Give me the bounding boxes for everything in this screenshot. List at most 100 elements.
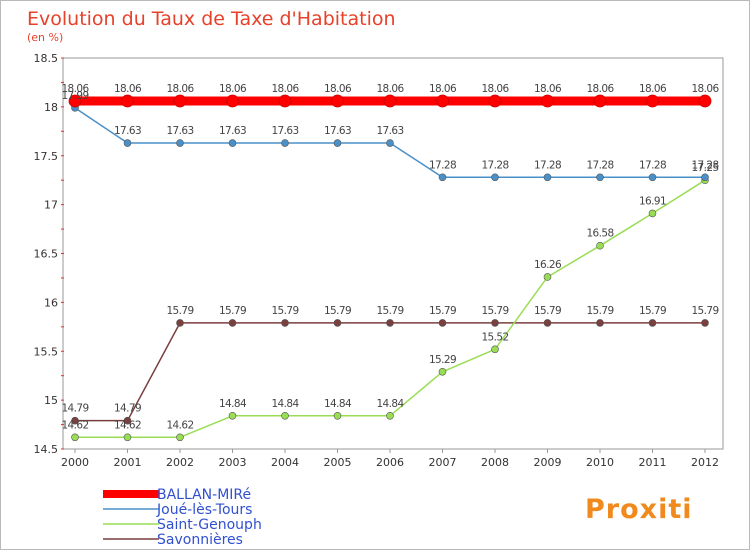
data-label: 15.52 <box>481 331 508 343</box>
data-point <box>278 94 292 108</box>
y-tick-label: 16 <box>44 296 58 309</box>
x-tick-label: 2001 <box>114 456 142 469</box>
data-point <box>333 319 342 327</box>
data-point <box>176 139 184 147</box>
y-tick-label: 15 <box>44 394 58 407</box>
data-label: 18.06 <box>691 83 719 95</box>
data-label: 17.28 <box>429 159 456 171</box>
x-tick-label: 2005 <box>324 456 352 469</box>
data-point <box>176 433 184 442</box>
data-point <box>436 94 449 108</box>
data-point <box>281 411 289 420</box>
data-point <box>648 319 657 327</box>
data-label: 14.84 <box>376 398 404 410</box>
data-point <box>543 319 552 327</box>
data-point <box>646 94 659 108</box>
legend-label: Saint-Genouph <box>157 517 262 533</box>
x-tick-label: 2004 <box>271 456 299 469</box>
data-label: 18.06 <box>166 83 194 95</box>
x-tick-label: 2000 <box>61 456 89 469</box>
data-point <box>228 319 237 327</box>
series-0 <box>68 94 712 108</box>
data-point <box>491 173 499 182</box>
x-tick-label: 2012 <box>691 456 719 469</box>
data-label: 17.25 <box>691 162 718 174</box>
legend-label: Savonnières <box>157 532 243 548</box>
data-label: 14.62 <box>61 419 88 431</box>
data-label: 15.79 <box>481 305 508 317</box>
data-point <box>281 319 289 327</box>
data-label: 17.63 <box>114 125 141 137</box>
data-label: 17.99 <box>61 90 88 102</box>
data-label: 17.63 <box>376 125 403 137</box>
labels-3: 14.79 14.79 15.79 15.79 15.79 15.79 15.79 15.79… <box>61 305 719 415</box>
data-label: 18.06 <box>219 83 247 95</box>
x-tick-label: 2007 <box>429 456 457 469</box>
x-tick-label: 2011 <box>639 456 667 469</box>
data-label: 17.28 <box>639 159 666 171</box>
data-label: 14.62 <box>114 419 141 431</box>
data-label: 18.06 <box>61 83 89 95</box>
data-label: 16.58 <box>586 228 613 240</box>
data-point <box>596 173 604 182</box>
data-label: 17.63 <box>324 125 351 137</box>
data-point <box>226 94 239 108</box>
data-label: 18.06 <box>639 83 667 95</box>
data-point <box>491 319 499 327</box>
data-point <box>648 209 657 218</box>
data-point <box>438 173 447 182</box>
data-point <box>386 319 394 327</box>
x-tick-label: 2003 <box>219 456 247 469</box>
data-label: 14.62 <box>166 419 193 431</box>
data-label: 16.26 <box>534 259 562 271</box>
data-label: 15.79 <box>324 305 351 317</box>
data-label: 17.63 <box>271 125 298 137</box>
data-point <box>71 416 79 425</box>
y-tick-label: 18.5 <box>34 52 59 65</box>
legend-item: BALLAN-MIRé <box>103 487 251 503</box>
labels-1: 17.99 17.63 17.63 17.63 17.63 17.63 17.63 17.28… <box>61 90 719 171</box>
data-label: 15.79 <box>271 305 298 317</box>
data-point <box>648 173 657 182</box>
labels-0: 18.06 18.06 18.06 18.06 18.06 18.06 18.06 18.06… <box>61 83 720 95</box>
legend-item: Saint-Genouph <box>103 517 262 533</box>
x-axis: 2000 2001 2002 2003 2004 2005 2006 2007 2008 2009… <box>61 449 719 469</box>
data-label: 18.06 <box>429 83 457 95</box>
data-label: 14.84 <box>324 398 352 410</box>
data-label: 18.06 <box>324 83 352 95</box>
data-point <box>541 94 554 108</box>
data-point <box>596 241 604 250</box>
data-point <box>438 319 447 327</box>
data-point <box>491 345 499 354</box>
data-point <box>173 94 187 108</box>
legend-label: BALLAN-MIRé <box>157 487 251 503</box>
data-label: 15.79 <box>639 305 666 317</box>
chart-subtitle: (en %) <box>27 31 63 44</box>
plot-border <box>62 57 724 450</box>
data-label: 17.63 <box>166 125 193 137</box>
data-point <box>333 139 342 147</box>
data-point <box>386 139 394 147</box>
series-layer: 18.06 18.06 18.06 18.06 18.06 18.06 18.06 18.06… <box>61 83 720 442</box>
x-tick-label: 2002 <box>166 456 194 469</box>
data-point <box>121 94 134 108</box>
data-label: 18.06 <box>586 83 614 95</box>
data-label: 15.29 <box>429 354 456 366</box>
y-tick-label: 17.5 <box>34 150 59 163</box>
data-label: 15.79 <box>429 305 456 317</box>
data-label: 18.06 <box>481 83 509 95</box>
data-label: 17.63 <box>219 125 246 137</box>
data-point <box>176 319 184 327</box>
data-point <box>333 411 342 420</box>
data-point <box>228 411 237 420</box>
data-label: 15.79 <box>219 305 246 317</box>
data-label: 18.06 <box>376 83 404 95</box>
y-tick-label: 14.5 <box>34 443 59 456</box>
plot-area <box>62 57 724 450</box>
x-tick-label: 2006 <box>376 456 404 469</box>
y-axis: 14.5 15 15.5 16 16.5 17 17.5 18 18.5 <box>34 52 64 456</box>
legend: BALLAN-MIRéJoué-lès-ToursSaint-GenouphSa… <box>103 487 262 548</box>
data-label: 14.84 <box>219 398 247 410</box>
series-3 <box>71 319 709 425</box>
